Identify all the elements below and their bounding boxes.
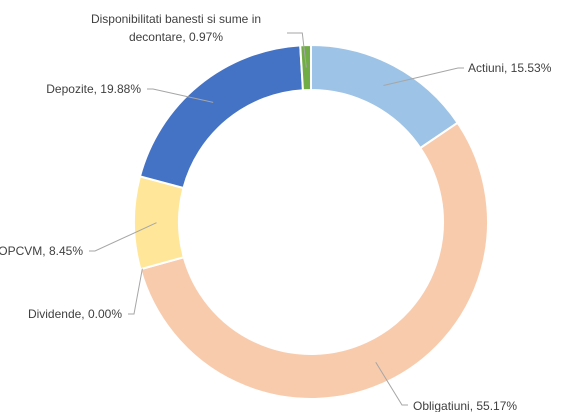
leader-line-actiuni [383,67,464,87]
slice-label-obligatiuni: Obligatiuni, 55.17% [413,399,517,412]
leader-line-obligatiuni [375,362,408,406]
slice-label-disponibilitati-line1: Disponibilitati banesti si sume in [91,12,261,26]
slice-label-depozite: Depozite, 19.88% [46,82,141,96]
slice-label-dividende: Dividende, 0.00% [28,307,122,321]
slice-label-opcvm: OPCVM, 8.45% [0,244,83,258]
slice-label-actiuni: Actiuni, 15.53% [468,61,552,75]
slice-label-disponibilitati-line2: decontare, 0.97% [129,30,223,44]
slice-opcvm [133,175,186,271]
slice-actiuni [310,43,459,150]
slice-disponibilitati [299,43,312,92]
slice-obligatiuni [139,121,489,400]
slice-depozite [138,44,305,190]
leader-line-disponibilitati [287,32,307,68]
leader-line-opcvm [89,222,157,252]
leader-line-depozite [147,88,214,103]
leader-line-dividende [128,268,143,315]
